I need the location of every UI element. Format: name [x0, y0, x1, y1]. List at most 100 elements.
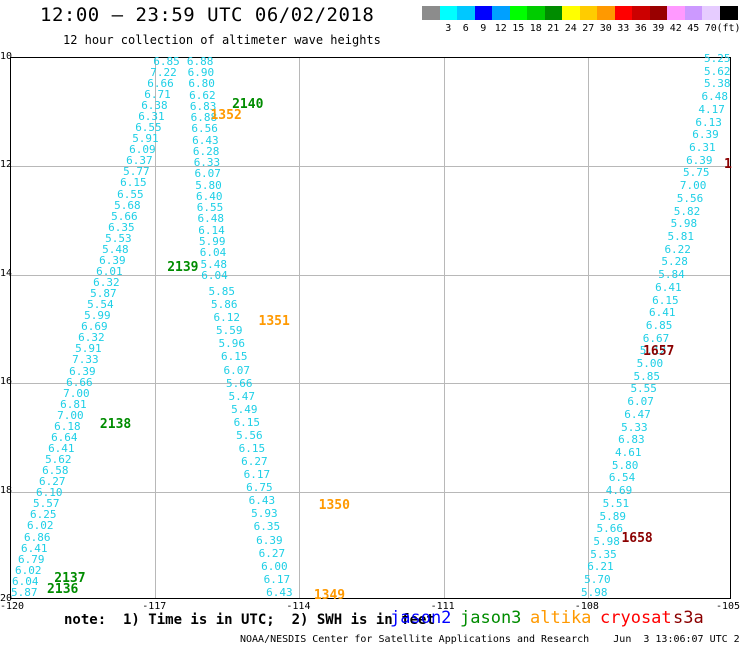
wave-height-value: 5.53: [105, 231, 132, 245]
color-scale-label: 70: [704, 23, 717, 34]
wave-height-value: 6.25: [30, 508, 57, 522]
satellite-legend-s3a: s3a: [673, 608, 704, 628]
wave-height-value: 6.71: [144, 87, 171, 101]
color-scale-label: 33: [617, 23, 630, 34]
satellite-legend-jason3: jason3: [460, 608, 522, 628]
longitude-label: -120: [0, 601, 25, 612]
wave-height-value: 5.49: [231, 402, 258, 416]
latitude-label: -18: [0, 484, 13, 496]
wave-height-value: 6.35: [253, 520, 281, 534]
latitude-gridline: [11, 274, 730, 276]
wave-height-value: 4.61: [615, 446, 642, 460]
wave-height-value: 5.84: [658, 268, 685, 282]
pass-number-label: 1351: [258, 313, 290, 329]
color-scale-label: 18: [529, 23, 542, 34]
wave-height-value: 5.62: [45, 453, 72, 467]
wave-height-value: 5.00: [636, 357, 664, 371]
wave-height-value: 5.89: [599, 509, 627, 523]
wave-height-value: 6.41: [48, 442, 75, 455]
wave-height-value: 6.39: [692, 128, 719, 142]
longitude-gridline: [155, 58, 157, 598]
color-scale-label: 36: [634, 23, 647, 34]
wave-height-value: 6.62: [189, 88, 216, 102]
pass-number-label: 1657: [643, 343, 675, 359]
color-swatch: [719, 6, 738, 20]
color-scale-unit: (ft): [716, 23, 740, 34]
wave-height-value: 6.64: [51, 430, 78, 444]
color-swatch: [597, 6, 615, 20]
wave-height-value: 5.48: [200, 257, 228, 271]
wave-height-value: 5.35: [590, 547, 617, 561]
wave-height-value: 6.55: [117, 187, 144, 201]
wave-height-value: 5.87: [90, 287, 117, 301]
wave-height-value: 6.12: [213, 311, 241, 325]
wave-height-value: 7.00: [63, 386, 90, 400]
wave-height-value: 5.38: [704, 77, 731, 91]
wave-height-value: 6.75: [246, 481, 273, 495]
color-scale-label: 24: [564, 23, 577, 34]
wave-height-value: 6.32: [93, 276, 120, 290]
map-plot-area: 6.85 7.22 6.66 6.71 6.38 6.31 6.55 5.91 6.09 6.37…: [10, 53, 732, 602]
wave-height-value: 6.00: [261, 559, 288, 573]
wave-height-value: 6.15: [233, 415, 261, 429]
footer-credit: NOAA/NESDIS Center for Satellite Applica…: [240, 634, 740, 645]
wave-height-value: 6.55: [196, 201, 224, 215]
longitude-label: -108: [574, 601, 599, 612]
wave-height-value: 6.66: [66, 375, 93, 389]
wave-height-value: 6.58: [42, 464, 69, 478]
wave-height-value: 6.18: [54, 419, 81, 433]
wave-height-value: 5.85: [633, 369, 661, 383]
wave-height-value: 6.04: [12, 574, 39, 588]
page-subtitle: 12 hour collection of altimeter wave hei…: [63, 33, 381, 47]
latitude-label: -20: [0, 593, 13, 604]
wave-height-value: 5.86: [211, 298, 238, 312]
longitude-gridline: [587, 58, 589, 598]
wave-height-value: 5.80: [195, 178, 222, 192]
wave-height-value: 4.69: [605, 484, 633, 498]
wave-height-value: 5.99: [199, 234, 226, 248]
wave-height-value: 6.21: [587, 560, 614, 574]
longitude-label: -114: [286, 601, 311, 612]
wave-height-value: 6.10: [36, 486, 63, 500]
color-swatch: [614, 6, 633, 20]
page-title: 12:00 — 23:59 UTC 06/02/2018: [40, 4, 375, 26]
longitude-gridline: [299, 58, 301, 598]
pass-number-label: 1: [724, 156, 732, 172]
pass-number-label: 1352: [210, 107, 242, 123]
wave-height-value: 6.27: [241, 455, 268, 469]
wave-height-value: 6.07: [194, 167, 221, 181]
latitude-gridline: [11, 383, 730, 385]
color-scale-label: 30: [599, 23, 612, 34]
wave-height-value: 6.28: [192, 144, 220, 158]
color-scale-label: 27: [582, 23, 595, 34]
color-scale-label: 15: [512, 23, 525, 34]
wave-height-value: 5.70: [584, 573, 611, 587]
wave-height-value: 5.96: [218, 337, 246, 351]
wave-height-value: 6.35: [108, 220, 135, 234]
wave-height-value: 5.93: [251, 507, 278, 521]
wave-height-value: 6.02: [15, 563, 42, 577]
wave-height-value: 6.39: [256, 533, 283, 547]
color-swatch: [527, 6, 545, 20]
wave-height-value: 6.88: [186, 54, 214, 68]
color-scale-label: 6: [462, 23, 469, 34]
wave-height-value: 5.59: [216, 324, 243, 338]
color-scale-label: 12: [494, 23, 507, 34]
color-swatch: [684, 6, 703, 20]
latitude-label: -14: [0, 267, 13, 279]
wave-height-value: 5.98: [593, 535, 620, 549]
wave-height-value: 6.15: [652, 293, 679, 307]
longitude-label: -111: [430, 601, 455, 612]
wave-height-value: 5.82: [673, 204, 701, 218]
latitude-gridline: [11, 491, 730, 493]
color-swatch: [702, 6, 720, 20]
wave-height-value: 6.54: [608, 471, 636, 485]
wave-height-value: 5.48: [102, 242, 129, 256]
wave-height-value: 6.83: [189, 99, 217, 113]
color-scale-label: 39: [652, 23, 665, 34]
wave-height-value: 6.33: [193, 156, 221, 170]
wave-height-value: 6.38: [141, 98, 168, 112]
longitude-label: -105: [716, 601, 740, 612]
wave-height-value: 5.57: [33, 497, 60, 511]
wave-height-value: 6.41: [655, 280, 682, 294]
